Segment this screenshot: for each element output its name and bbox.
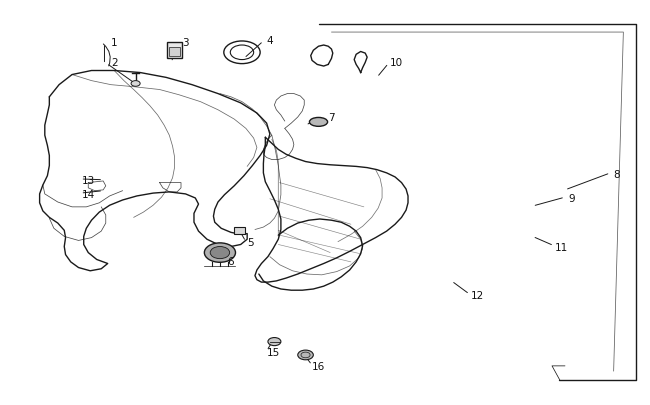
Text: 9: 9	[568, 194, 575, 203]
FancyBboxPatch shape	[170, 48, 179, 57]
Circle shape	[131, 81, 140, 87]
Text: 11: 11	[555, 242, 568, 252]
Text: 3: 3	[182, 38, 189, 48]
Text: 5: 5	[247, 238, 254, 248]
Text: 10: 10	[390, 58, 403, 68]
Ellipse shape	[309, 118, 328, 127]
Circle shape	[298, 350, 313, 360]
Text: 7: 7	[328, 113, 335, 123]
Circle shape	[204, 243, 235, 262]
Text: 8: 8	[614, 169, 620, 179]
Text: 12: 12	[471, 290, 484, 301]
FancyBboxPatch shape	[167, 43, 182, 58]
Circle shape	[210, 247, 229, 259]
Circle shape	[268, 338, 281, 346]
Text: 4: 4	[266, 36, 273, 46]
Text: 14: 14	[82, 190, 95, 199]
Text: 2: 2	[111, 58, 118, 68]
Text: 6: 6	[227, 256, 234, 266]
Text: 1: 1	[111, 38, 118, 48]
FancyBboxPatch shape	[233, 227, 245, 234]
Text: 16: 16	[312, 361, 325, 371]
Text: 15: 15	[266, 347, 280, 357]
Text: 13: 13	[82, 175, 95, 185]
